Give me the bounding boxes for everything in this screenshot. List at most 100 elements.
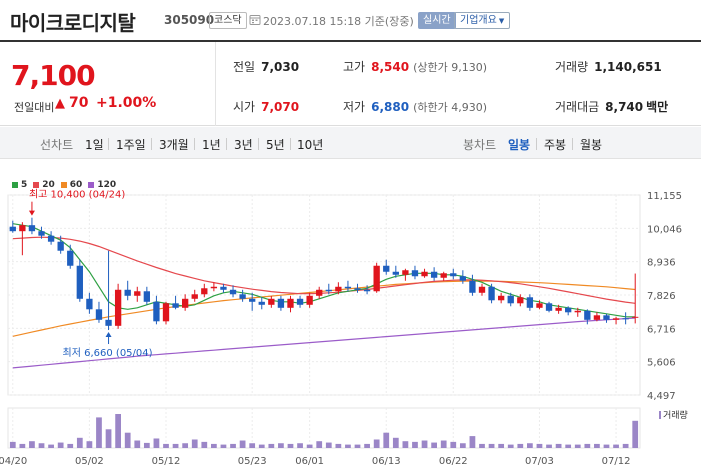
candle-daily[interactable]: 일봉	[508, 138, 531, 152]
candle-body	[105, 319, 112, 326]
price-box: 7,100 전일대비 ▲ 70 +1.00%	[0, 42, 216, 126]
volume-bar	[527, 443, 533, 448]
volume-bar	[345, 444, 351, 448]
y-tick-label: 8,936	[647, 258, 676, 269]
volume-bar	[402, 441, 409, 448]
candle-body	[38, 231, 45, 236]
diff-label: 전일대비	[14, 101, 55, 114]
candle-body	[325, 289, 332, 292]
candle-body	[488, 286, 495, 301]
legend-ma20-swatch	[33, 182, 40, 188]
prev-close-item: 전일 7,030	[233, 58, 299, 75]
quote-summary: 7,100 전일대비 ▲ 70 +1.00% 전일 7,030 고가 8,540 (상…	[0, 40, 701, 126]
x-tick-label: 05/23	[238, 456, 267, 467]
volume-label: 거래량	[555, 60, 589, 74]
ma120-line	[12, 317, 636, 369]
prev-close-label: 전일	[233, 60, 256, 74]
volume-bar	[258, 444, 265, 448]
volume-bar	[172, 443, 179, 448]
volume-bar	[364, 443, 370, 448]
volume-bar	[134, 440, 141, 448]
candle-body	[593, 315, 601, 320]
volume-bar	[488, 443, 495, 448]
volume-bar	[76, 437, 83, 448]
candle-body	[574, 310, 581, 313]
legend-ma60-swatch	[60, 182, 67, 188]
candlestick-chart: 11,155 10,046 8,936 7,826 6,716 5,606 4,497 04/…	[0, 189, 688, 467]
candle-body	[565, 307, 572, 313]
volume-bar	[239, 440, 246, 448]
volume-bar	[220, 444, 227, 448]
candle-body	[363, 289, 371, 292]
candle-body	[220, 286, 227, 290]
volume-bar	[574, 444, 581, 448]
volume-bar	[191, 439, 198, 448]
candle-body	[249, 298, 256, 302]
period-10y[interactable]: 10년	[297, 138, 324, 152]
period-3y[interactable]: 3년	[234, 138, 253, 152]
period-5y[interactable]: 5년	[266, 138, 285, 152]
candle-body	[162, 303, 170, 322]
volume-bar	[287, 443, 294, 448]
candle-body	[603, 315, 610, 320]
x-tick-label: 05/12	[152, 456, 181, 467]
y-tick-label: 11,155	[647, 191, 682, 202]
period-1y[interactable]: 1년	[202, 138, 221, 152]
up-arrow-icon: ▲	[55, 96, 65, 111]
candle-body	[536, 303, 543, 308]
volume-bar	[105, 429, 112, 448]
volume-bar	[354, 444, 361, 448]
candle-body	[239, 294, 246, 299]
ma5-line	[12, 223, 636, 318]
candle-body	[478, 286, 486, 293]
volume-bar	[115, 414, 121, 448]
period-3m[interactable]: 3개월	[159, 138, 189, 152]
candle-weekly[interactable]: 주봉	[544, 138, 567, 152]
candle-body	[124, 289, 131, 296]
volume-bar	[211, 443, 217, 448]
volume-bar	[440, 440, 447, 448]
volume-bar	[498, 443, 505, 448]
candle-body	[153, 301, 160, 322]
volume-bar	[412, 441, 418, 448]
volume-bar	[603, 444, 610, 448]
volume-bar	[383, 432, 390, 448]
legend-ma5-swatch	[12, 182, 18, 188]
candle-body	[526, 297, 534, 308]
min-arrow-icon	[105, 332, 112, 338]
period-1d[interactable]: 1일	[85, 138, 104, 152]
x-tick-label: 06/22	[439, 456, 468, 467]
candle-body	[469, 280, 476, 293]
candle-body	[57, 241, 64, 251]
volume-bar	[57, 442, 64, 448]
price-chart[interactable]: 5 20 60 120 11,155 10,046 8,936 7,826 6,716 5…	[0, 170, 701, 471]
period-1w[interactable]: 1주일	[116, 138, 146, 152]
volume-bar	[124, 432, 131, 448]
volume-legend-swatch	[659, 411, 661, 419]
trade-amount-item: 거래대금 8,740 백만	[555, 98, 668, 115]
high-label: 고가	[343, 60, 366, 74]
candle-body	[296, 298, 304, 305]
basis-time: 2023.07.18 15:18 기준(장중)	[263, 15, 414, 28]
company-info-button[interactable]: 기업개요 ▼	[454, 12, 511, 29]
candle-body	[76, 265, 83, 299]
open-label: 시가	[233, 100, 256, 114]
candle-body	[47, 235, 55, 242]
volume-bar	[421, 440, 428, 448]
candle-body	[430, 271, 438, 278]
volume-item: 거래량 1,140,651	[555, 58, 662, 75]
volume-bar	[479, 443, 485, 448]
y-tick-label: 6,716	[647, 324, 676, 335]
volume-bar	[459, 443, 466, 448]
candle-body	[507, 295, 514, 304]
candle-body	[210, 286, 218, 289]
volume-bar	[67, 443, 74, 448]
legend-ma120-swatch	[88, 182, 95, 188]
volume-bar	[306, 444, 313, 448]
volume-bar	[555, 443, 562, 448]
volume-bar	[325, 442, 332, 448]
candle-body	[517, 297, 524, 304]
realtime-badge: 실시간	[418, 12, 456, 29]
volume-bar	[507, 444, 514, 448]
candle-monthly[interactable]: 월봉	[580, 138, 603, 152]
